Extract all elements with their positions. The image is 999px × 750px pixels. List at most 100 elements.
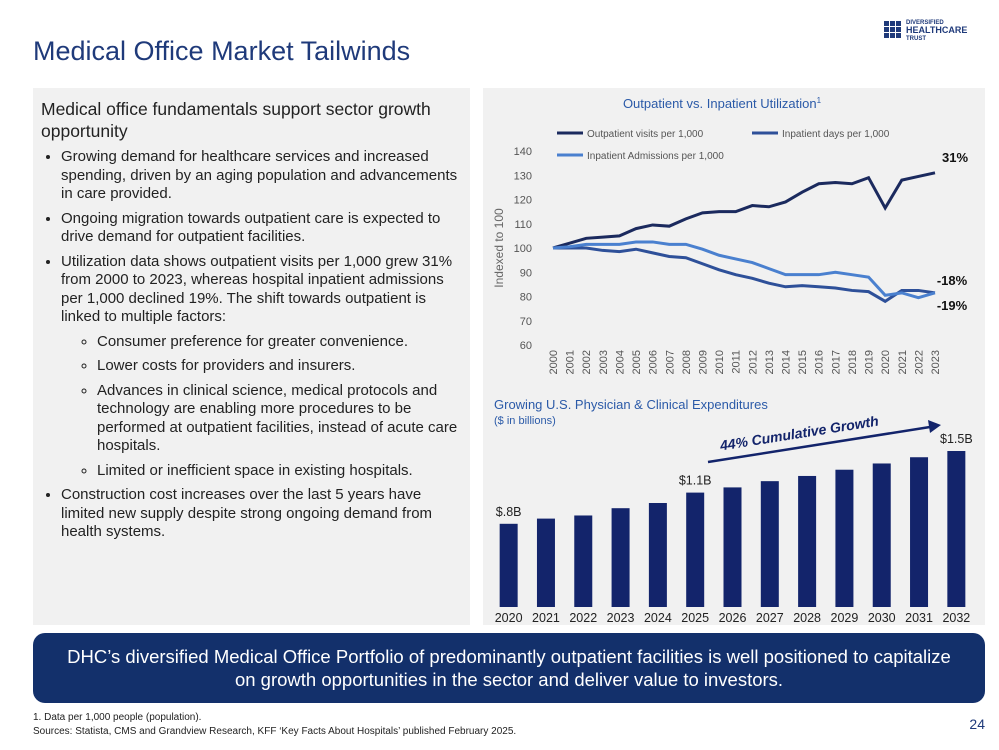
x-tick-label: 2032 — [942, 611, 970, 625]
title-note: 1 — [817, 96, 822, 105]
legend-label: Inpatient days per 1,000 — [782, 129, 890, 140]
y-tick-label: 130 — [514, 170, 532, 182]
x-tick-label: 2010 — [714, 350, 726, 374]
logo-graphic: DIVERSIFIED HEALTHCARE TRUST — [884, 20, 967, 42]
bullet: Growing demand for healthcare services a… — [61, 148, 460, 204]
y-tick-label: 90 — [520, 267, 532, 279]
legend-label: Outpatient visits per 1,000 — [587, 129, 704, 140]
x-tick-label: 2027 — [756, 611, 784, 625]
x-tick-label: 2002 — [581, 350, 593, 374]
arrow-head — [928, 420, 941, 433]
bullet-list: Growing demand for healthcare services a… — [41, 148, 460, 542]
y-axis-label: Indexed to 100 — [492, 208, 506, 288]
x-tick-label: 2001 — [565, 350, 577, 374]
x-tick-label: 2020 — [880, 350, 892, 374]
bar — [611, 508, 630, 607]
x-tick-label: 2020 — [495, 611, 523, 625]
bullet: Utilization data shows outpatient visits… — [61, 253, 460, 481]
x-tick-label: 2013 — [764, 350, 776, 374]
x-tick-label: 2011 — [731, 350, 743, 374]
value-label: $1.1B — [679, 474, 712, 488]
footnote: 1. Data per 1,000 people (population). — [33, 712, 202, 723]
x-tick-label: 2023 — [930, 350, 942, 374]
text-panel: Medical office fundamentals support sect… — [33, 88, 470, 625]
x-tick-label: 2016 — [814, 350, 826, 374]
bar — [910, 457, 929, 607]
bullet-text: Construction cost increases over the las… — [61, 486, 433, 540]
sub-bullet-text: Lower costs for providers and insurers. — [97, 357, 356, 374]
logo-text: DIVERSIFIED — [906, 20, 944, 26]
bullet: Construction cost increases over the las… — [61, 486, 460, 542]
sub-bullet: Limited or inefficient space in existing… — [97, 462, 460, 481]
x-tick-label: 2000 — [548, 350, 560, 374]
bar — [536, 518, 555, 607]
sub-bullet: Advances in clinical science, medical pr… — [97, 382, 460, 456]
logo-text: TRUST — [906, 36, 926, 42]
x-tick-label: 2025 — [681, 611, 709, 625]
y-tick-label: 140 — [514, 146, 532, 158]
sub-bullet-text: Limited or inefficient space in existing… — [97, 461, 413, 479]
x-tick-label: 2009 — [697, 350, 709, 374]
logo-text: HEALTHCARE — [906, 25, 967, 35]
x-tick-label: 2023 — [607, 611, 635, 625]
annotation: 31% — [942, 150, 968, 165]
x-tick-label: 2024 — [644, 611, 672, 625]
x-tick-label: 2018 — [847, 350, 859, 374]
series-line — [552, 240, 936, 300]
bullet-text: Utilization data shows outpatient visits… — [61, 252, 453, 326]
x-tick-label: 2029 — [831, 611, 859, 625]
x-tick-label: 2014 — [781, 350, 793, 374]
panel-heading: Medical office fundamentals support sect… — [41, 99, 431, 141]
bullet-text: Ongoing migration towards outpatient car… — [61, 209, 441, 246]
bar — [648, 503, 667, 607]
x-tick-label: 2021 — [532, 611, 560, 625]
x-tick-label: 2019 — [864, 350, 876, 374]
annotation: -18% — [937, 273, 968, 288]
page-number: 24 — [969, 716, 985, 732]
x-tick-label: 2022 — [913, 350, 925, 374]
bullet-text: Growing demand for healthcare services a… — [61, 148, 458, 202]
y-tick-label: 60 — [520, 340, 532, 352]
x-tick-label: 2005 — [631, 350, 643, 374]
y-tick-label: 110 — [514, 219, 532, 231]
bar — [499, 523, 518, 607]
bar — [872, 463, 891, 607]
bullet: Ongoing migration towards outpatient car… — [61, 210, 460, 247]
x-tick-label: 2031 — [905, 611, 933, 625]
chart-subtitle: ($ in billions) — [494, 415, 556, 427]
sub-bullet-text: Consumer preference for greater convenie… — [97, 332, 409, 350]
x-tick-label: 2028 — [793, 611, 821, 625]
annotation: -19% — [937, 298, 968, 313]
x-tick-label: 2006 — [648, 350, 660, 374]
footnote: Sources: Statista, CMS and Grandview Res… — [33, 726, 517, 737]
series-line — [553, 246, 936, 304]
x-tick-label: 2022 — [569, 611, 597, 625]
x-tick-label: 2007 — [664, 350, 676, 374]
x-tick-label: 2030 — [868, 611, 896, 625]
x-tick-label: 2017 — [830, 350, 842, 374]
sub-bullet-text: Advances in clinical science, medical pr… — [97, 381, 458, 455]
y-tick-label: 100 — [514, 243, 532, 255]
slide-title: Medical Office Market Tailwinds — [33, 36, 411, 66]
legend-label: Inpatient Admissions per 1,000 — [587, 151, 724, 162]
value-label: $1.5B — [940, 432, 973, 446]
x-tick-label: 2004 — [614, 350, 626, 374]
bar — [947, 451, 966, 607]
bar — [574, 515, 593, 607]
series-line — [552, 171, 936, 250]
bar — [798, 475, 817, 607]
chart-title: Growing U.S. Physician & Clinical Expend… — [494, 397, 768, 412]
chart-title: Outpatient vs. Inpatient Utilization1 — [623, 96, 822, 111]
x-tick-label: 2021 — [897, 350, 909, 374]
sub-bullet: Consumer preference for greater convenie… — [97, 333, 460, 352]
x-tick-label: 2003 — [598, 350, 610, 374]
x-tick-label: 2008 — [681, 350, 693, 374]
sub-bullet: Lower costs for providers and insurers. — [97, 357, 460, 376]
x-tick-label: 2012 — [747, 350, 759, 374]
y-tick-label: 70 — [520, 316, 532, 328]
bar — [723, 487, 742, 607]
sub-list: Consumer preference for greater convenie… — [61, 333, 460, 481]
arrow-line — [707, 425, 931, 464]
